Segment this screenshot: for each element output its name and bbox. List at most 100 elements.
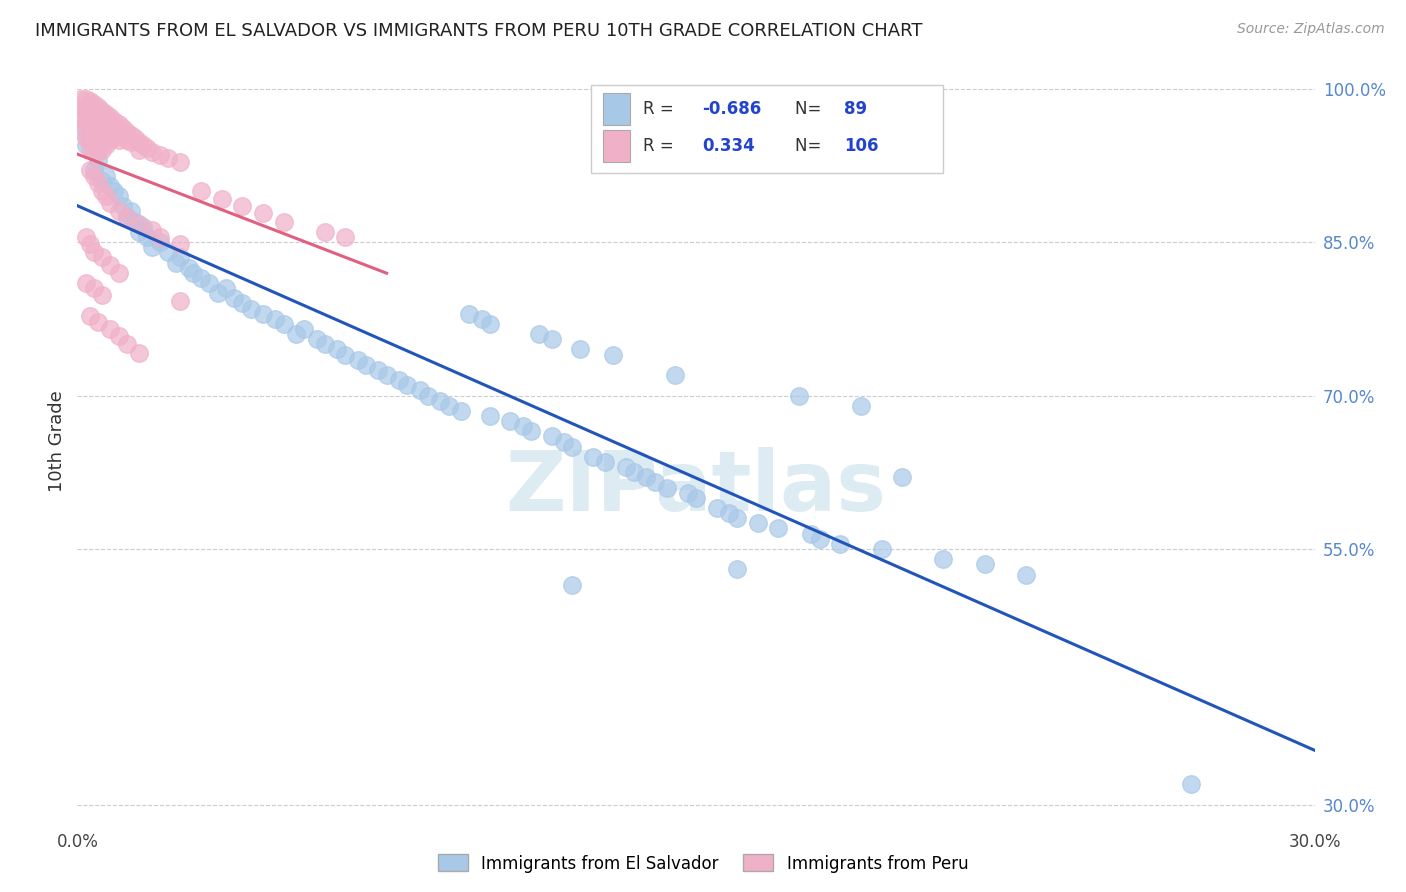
Point: [141, 240, 163, 254]
Text: -0.686: -0.686: [702, 101, 762, 119]
Point: [273, 214, 295, 228]
Point: [157, 245, 180, 260]
Text: 89: 89: [845, 101, 868, 119]
Point: [636, 470, 658, 484]
Point: [115, 133, 138, 147]
FancyBboxPatch shape: [603, 94, 630, 126]
Point: [124, 214, 146, 228]
Point: [98, 196, 121, 211]
FancyBboxPatch shape: [591, 85, 943, 173]
Point: [231, 296, 253, 310]
Point: [91, 184, 114, 198]
Point: [70, 122, 93, 136]
Point: [149, 230, 172, 244]
Point: [96, 114, 118, 128]
Point: [326, 343, 349, 357]
Point: [111, 128, 134, 142]
Point: [207, 286, 229, 301]
Point: [215, 281, 238, 295]
Point: [346, 352, 368, 367]
Point: [132, 137, 155, 152]
Point: [252, 307, 274, 321]
Point: [335, 348, 357, 362]
Point: [75, 230, 97, 244]
Point: [83, 143, 105, 157]
Point: [655, 481, 678, 495]
Point: [149, 148, 172, 162]
Point: [91, 135, 114, 149]
Point: [644, 475, 666, 490]
Point: [87, 145, 110, 159]
Point: [87, 153, 110, 168]
Point: [115, 210, 138, 224]
Text: 106: 106: [845, 137, 879, 155]
Text: ZIPatlas: ZIPatlas: [506, 447, 886, 528]
Point: [437, 399, 460, 413]
Text: N=: N=: [794, 101, 827, 119]
Point: [98, 111, 121, 125]
Point: [128, 217, 150, 231]
Point: [222, 291, 245, 305]
Point: [91, 251, 114, 265]
Point: [141, 145, 163, 159]
Point: [128, 345, 150, 359]
Point: [75, 107, 97, 121]
Point: [800, 526, 823, 541]
Point: [314, 337, 336, 351]
Point: [305, 332, 328, 346]
Point: [75, 92, 97, 106]
Point: [141, 223, 163, 237]
Point: [98, 133, 121, 147]
Point: [91, 112, 114, 127]
Point: [747, 516, 769, 531]
Point: [264, 311, 287, 326]
Text: IMMIGRANTS FROM EL SALVADOR VS IMMIGRANTS FROM PERU 10TH GRADE CORRELATION CHART: IMMIGRANTS FROM EL SALVADOR VS IMMIGRANT…: [35, 22, 922, 40]
Point: [375, 368, 398, 382]
Point: [458, 307, 481, 321]
Point: [614, 460, 637, 475]
Point: [593, 455, 616, 469]
Point: [79, 141, 101, 155]
Point: [676, 485, 699, 500]
Point: [512, 419, 534, 434]
Point: [252, 206, 274, 220]
Point: [808, 532, 831, 546]
Point: [96, 129, 118, 144]
Point: [529, 327, 551, 342]
Point: [96, 169, 118, 183]
Point: [98, 125, 121, 139]
Point: [211, 192, 233, 206]
Text: 0.334: 0.334: [702, 137, 755, 155]
Point: [111, 199, 134, 213]
Point: [79, 111, 101, 125]
Point: [87, 122, 110, 136]
Point: [79, 126, 101, 140]
Point: [973, 558, 995, 572]
Point: [540, 429, 562, 443]
Point: [87, 315, 110, 329]
Point: [87, 137, 110, 152]
Point: [1015, 567, 1038, 582]
Point: [79, 133, 101, 147]
Point: [91, 104, 114, 119]
Point: [83, 112, 105, 127]
Point: [70, 92, 93, 106]
Point: [602, 348, 624, 362]
Point: [870, 541, 893, 556]
Point: [115, 125, 138, 139]
Point: [87, 130, 110, 145]
Text: R =: R =: [643, 137, 683, 155]
Point: [107, 189, 129, 203]
Point: [70, 102, 93, 116]
Point: [553, 434, 575, 449]
Point: [83, 169, 105, 183]
Point: [103, 184, 125, 198]
Point: [450, 404, 472, 418]
Point: [478, 317, 501, 331]
Point: [79, 133, 101, 147]
Point: [849, 399, 872, 413]
Point: [128, 225, 150, 239]
Point: [891, 470, 914, 484]
Y-axis label: 10th Grade: 10th Grade: [48, 391, 66, 492]
Point: [725, 562, 748, 576]
